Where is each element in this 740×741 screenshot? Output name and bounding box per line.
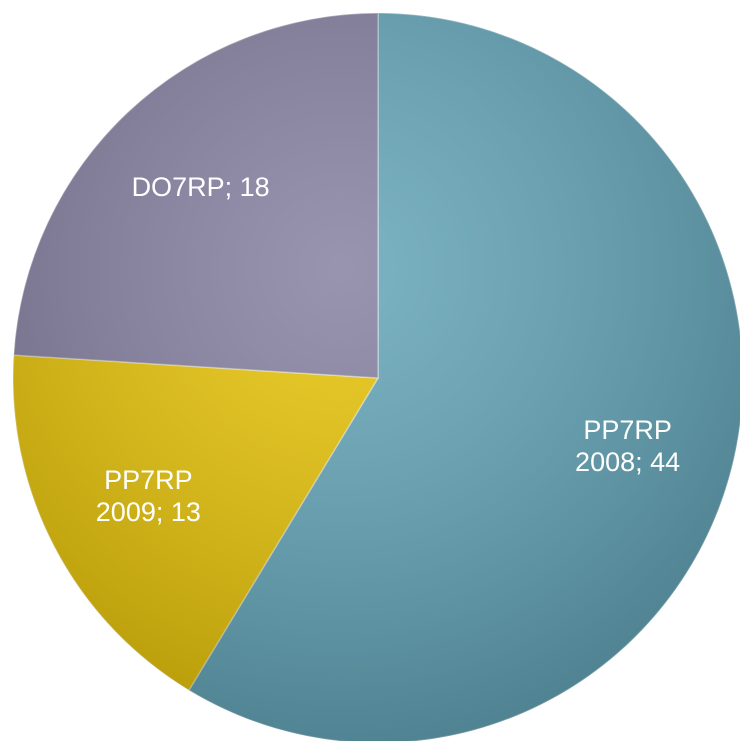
data-label: 2009; 13	[96, 497, 201, 527]
data-label: PP7RP	[104, 465, 193, 495]
data-label: DO7RP; 18	[132, 172, 270, 202]
pie	[12, 12, 740, 741]
data-label: 2008; 44	[575, 447, 680, 477]
data-label: PP7RP	[583, 415, 672, 445]
